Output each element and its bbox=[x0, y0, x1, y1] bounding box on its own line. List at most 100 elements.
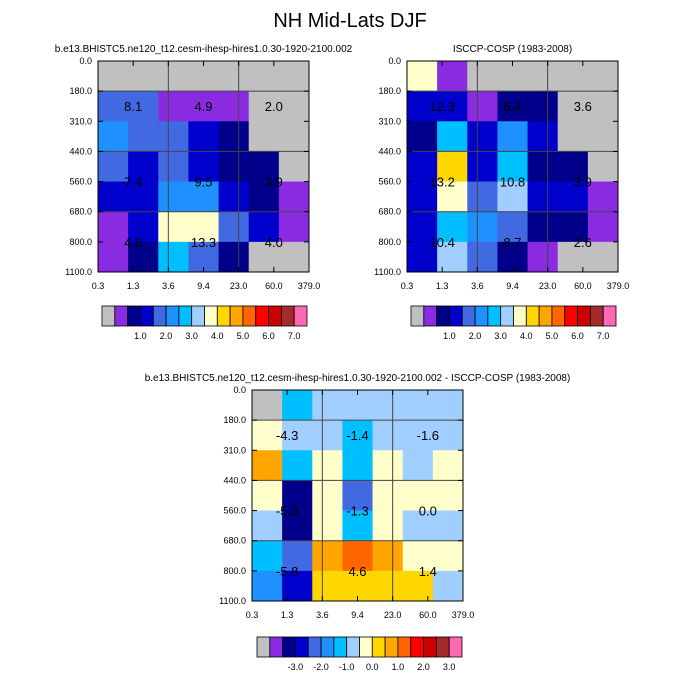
heatmap-cell bbox=[158, 91, 189, 122]
colorbar-swatch bbox=[500, 305, 514, 327]
x-tick-label: 1.3 bbox=[436, 281, 449, 291]
heatmap-cell bbox=[128, 211, 159, 243]
x-tick-label: 3.6 bbox=[471, 281, 484, 291]
heatmap-cell bbox=[372, 420, 404, 451]
heatmap-cell bbox=[312, 390, 343, 421]
heatmap-cell bbox=[587, 91, 619, 122]
colorbar-swatch bbox=[140, 305, 154, 327]
colorbar-colorbar_diff: -3.0 -2.0 -1.0 0.0 1.0 2.0 3.0 bbox=[256, 636, 463, 672]
heatmap-cell bbox=[188, 121, 220, 152]
colorbar-swatch bbox=[152, 305, 167, 327]
x-tick-label: 379.0 bbox=[452, 610, 475, 620]
heatmap-cell bbox=[432, 570, 464, 602]
heatmap-cell bbox=[372, 480, 404, 512]
colorbar-swatch bbox=[307, 636, 322, 658]
heatmap-cell bbox=[437, 151, 468, 183]
heatmap-cell bbox=[407, 61, 438, 92]
block-value-label: 2.6 bbox=[574, 235, 592, 250]
block-value-label: 8.7 bbox=[503, 235, 521, 250]
colorbar-swatch bbox=[204, 305, 218, 327]
heatmap-cell bbox=[248, 211, 280, 243]
heatmap-cell bbox=[312, 420, 343, 451]
heatmap-cell bbox=[527, 121, 559, 152]
colorbar-swatch bbox=[384, 636, 399, 658]
heatmap-cell bbox=[128, 91, 159, 122]
heatmap-cell bbox=[432, 450, 464, 481]
heatmap-cell bbox=[407, 181, 438, 213]
colorbar-swatch bbox=[268, 305, 282, 327]
colorbar-swatch bbox=[255, 305, 269, 327]
heatmap-cell bbox=[252, 510, 283, 542]
heatmap-cell bbox=[158, 241, 189, 273]
heatmap-cell bbox=[278, 151, 310, 183]
y-tick-label: 680.0 bbox=[378, 207, 401, 217]
heatmap-cell bbox=[407, 121, 438, 152]
heatmap-cell bbox=[128, 181, 159, 213]
y-tick-label: 1100.0 bbox=[374, 267, 401, 277]
colorbar-swatch bbox=[165, 305, 180, 327]
panel-title: ISCCP-COSP (1983-2008) bbox=[453, 44, 572, 55]
y-tick-label: 1100.0 bbox=[219, 596, 246, 606]
heatmap-cell bbox=[432, 510, 464, 542]
colorbar-swatch bbox=[423, 636, 437, 658]
heatmap-cell bbox=[402, 420, 434, 451]
block-value-label: 8.1 bbox=[124, 99, 142, 114]
colorbar-swatch bbox=[359, 636, 373, 658]
y-tick-label: 440.0 bbox=[223, 475, 246, 485]
colorbar-swatch bbox=[513, 305, 527, 327]
heatmap-panel-obs: ISCCP-COSP (1983-2008) 0.3 1.3 3.6 9.4 23.0 60… bbox=[374, 44, 629, 291]
heatmap-cell bbox=[158, 151, 189, 183]
colorbar-label: 1.0 bbox=[443, 331, 456, 341]
colorbar-swatch bbox=[474, 305, 489, 327]
heatmap-cell bbox=[188, 211, 220, 243]
colorbar-swatch bbox=[242, 305, 257, 327]
x-tick-label: 1.3 bbox=[127, 281, 140, 291]
x-tick-label: 379.0 bbox=[607, 281, 630, 291]
block-value-label: 13.2 bbox=[430, 175, 455, 190]
heatmap-cell bbox=[252, 570, 283, 602]
panel-title: b.e13.BHISTC5.ne120_t12.cesm-ihesp-hires… bbox=[145, 373, 571, 384]
heatmap-cell bbox=[278, 91, 310, 122]
heatmap-cell bbox=[218, 151, 250, 183]
colorbar-swatch bbox=[602, 305, 617, 327]
heatmap-cell bbox=[372, 540, 404, 572]
colorbar-label: -1.0 bbox=[339, 662, 355, 672]
colorbar-swatch bbox=[256, 636, 271, 658]
heatmap-cell bbox=[282, 510, 313, 542]
colorbar-colorbar_abs: 1.0 2.0 3.0 4.0 5.0 6.0 7.0 bbox=[101, 305, 308, 341]
x-tick-label: 60.0 bbox=[265, 281, 283, 291]
colorbar-label: 2.0 bbox=[417, 662, 430, 672]
x-tick-label: 3.6 bbox=[162, 281, 175, 291]
heatmap-cell bbox=[587, 151, 619, 183]
block-value-label: 1.4 bbox=[419, 564, 437, 579]
heatmap-cell bbox=[252, 480, 283, 512]
y-tick-label: 680.0 bbox=[69, 207, 92, 217]
heatmap-cell bbox=[248, 121, 280, 152]
heatmap-cell bbox=[98, 61, 129, 92]
heatmap-cell bbox=[342, 540, 374, 572]
heatmap-cell bbox=[432, 540, 464, 572]
x-tick-label: 3.6 bbox=[316, 610, 329, 620]
page-title: NH Mid-Lats DJF bbox=[273, 10, 427, 32]
heatmap-cell bbox=[312, 480, 343, 512]
colorbar-label: 5.0 bbox=[237, 331, 250, 341]
heatmap-cell bbox=[402, 540, 434, 572]
heatmap-cell bbox=[467, 211, 498, 243]
block-value-label: -5.8 bbox=[276, 564, 298, 579]
heatmap-cell bbox=[158, 211, 189, 243]
y-tick-label: 180.0 bbox=[69, 86, 92, 96]
block-value-label: -5.3 bbox=[276, 504, 298, 519]
heatmap-cell bbox=[557, 151, 589, 183]
colorbar-swatch bbox=[191, 305, 205, 327]
x-tick-label: 9.4 bbox=[506, 281, 519, 291]
block-value-label: -1.3 bbox=[346, 504, 368, 519]
x-tick-label: 9.4 bbox=[197, 281, 210, 291]
heatmap-cell bbox=[437, 61, 468, 92]
heatmap-cell bbox=[467, 91, 498, 122]
heatmap-cell bbox=[527, 181, 559, 213]
colorbar-swatch bbox=[487, 305, 502, 327]
heatmap-cell bbox=[98, 181, 129, 213]
colorbar-label: 2.0 bbox=[160, 331, 173, 341]
colorbar-label: 4.0 bbox=[520, 331, 533, 341]
heatmap-cell bbox=[587, 181, 619, 213]
